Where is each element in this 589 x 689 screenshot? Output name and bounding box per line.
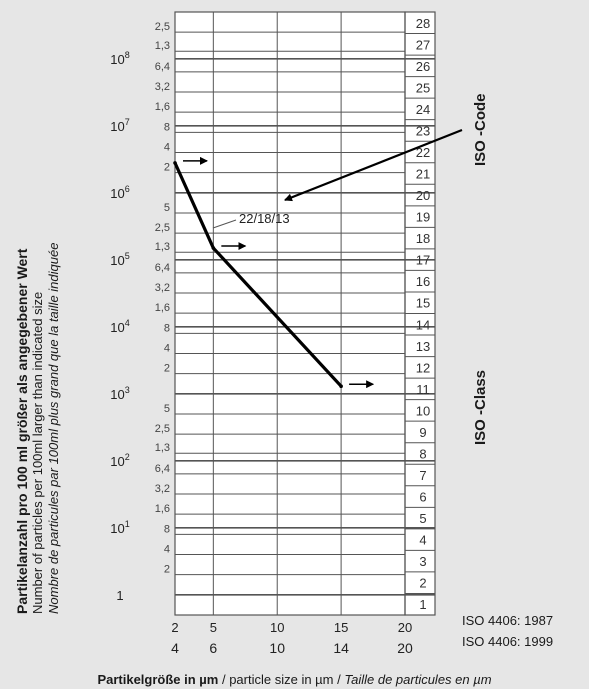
y-minor-label: 8 bbox=[164, 523, 170, 535]
y-minor-label: 1,6 bbox=[155, 101, 170, 113]
iso-code-cell: 14 bbox=[416, 317, 430, 332]
y-decade-label: 106 bbox=[110, 184, 129, 201]
iso-code-cell: 5 bbox=[419, 511, 426, 526]
y-decade-label: 102 bbox=[110, 452, 129, 469]
x-axis-title: Partikelgröße in µm / particle size in µ… bbox=[0, 672, 589, 687]
x-axis-title-de: Partikelgröße in µm bbox=[97, 672, 219, 687]
x-tick-label-1987: 2 bbox=[171, 620, 178, 635]
iso-class-label: ISO -Class bbox=[472, 369, 489, 445]
y-minor-label: 2,5 bbox=[155, 222, 170, 234]
iso-code-pointer-arrow bbox=[284, 128, 463, 202]
y-tick-labels: 2,5 1,3 6,4 3,2 1,6 8 4 2 5 2,5 1,3 6,4 3,2 1,6 8 4 2 5 2,… bbox=[110, 21, 170, 603]
standard-1987-label: ISO 4406: 1987 bbox=[462, 613, 554, 628]
y-minor-label: 4 bbox=[164, 342, 170, 354]
y-axis-title-de: Partikelanzahl pro 100 ml größer als ang… bbox=[14, 248, 30, 614]
series-point bbox=[173, 161, 177, 165]
y-minor-label: 3,2 bbox=[155, 81, 170, 93]
x-axis-title-sep2: / bbox=[333, 672, 345, 687]
y-minor-label: 2,5 bbox=[155, 21, 170, 33]
y-minor-label: 2,5 bbox=[155, 423, 170, 435]
x-tick-label-1987: 20 bbox=[398, 620, 412, 635]
y-minor-label: 1,6 bbox=[155, 302, 170, 314]
iso-code-cell: 2 bbox=[419, 576, 426, 591]
iso-code-cell: 13 bbox=[416, 339, 430, 354]
iso-code-cell: 1 bbox=[419, 597, 426, 612]
y-minor-label: 6,4 bbox=[155, 61, 170, 73]
y-minor-label: 4 bbox=[164, 141, 170, 153]
y-minor-label: 5 bbox=[164, 403, 170, 415]
iso-code-cell: 25 bbox=[416, 80, 430, 95]
iso-code-cell: 26 bbox=[416, 59, 430, 74]
x-tick-label-1987: 10 bbox=[270, 620, 284, 635]
iso-code-cell: 6 bbox=[419, 490, 426, 505]
grid bbox=[174, 11, 436, 616]
iso-code-cell: 19 bbox=[416, 210, 430, 225]
x-tick-label-1987: 15 bbox=[334, 620, 348, 635]
x-tick-label-1999: 14 bbox=[333, 640, 349, 656]
y-minor-label: 8 bbox=[164, 121, 170, 133]
y-minor-label: 1,6 bbox=[155, 503, 170, 515]
iso-code-cell: 21 bbox=[416, 167, 430, 182]
y-axis-title-fr: Nombre de particules par 100ml plus gran… bbox=[46, 242, 61, 614]
y-minor-label: 3,2 bbox=[155, 483, 170, 495]
iso-code-column: 2827262524232221201918171615141312111098… bbox=[405, 16, 435, 616]
iso-code-cell: 12 bbox=[416, 360, 430, 375]
y-minor-label: 2 bbox=[164, 363, 170, 375]
iso-code-cell: 23 bbox=[416, 123, 430, 138]
x-tick-label-1999: 6 bbox=[209, 640, 217, 656]
y-minor-label: 2 bbox=[164, 564, 170, 576]
iso-code-cell: 15 bbox=[416, 296, 430, 311]
y-minor-label: 6,4 bbox=[155, 463, 170, 475]
y-minor-label: 8 bbox=[164, 322, 170, 334]
x-axis-title-sep1: / bbox=[218, 672, 230, 687]
x-tick-label-1999: 10 bbox=[269, 640, 285, 656]
annotation-group: 22/18/13 bbox=[212, 128, 463, 229]
iso-code-cell: 27 bbox=[416, 37, 430, 52]
data-series bbox=[173, 156, 375, 389]
y-minor-label: 6,4 bbox=[155, 262, 170, 274]
y-minor-label: 5 bbox=[164, 202, 170, 214]
y-decade-label: 107 bbox=[110, 117, 129, 134]
iso-code-cell: 8 bbox=[419, 446, 426, 461]
y-minor-label: 2 bbox=[164, 162, 170, 174]
y-minor-label: 1,3 bbox=[155, 241, 170, 253]
x-axis-title-fr: Taille de particules en µm bbox=[344, 672, 492, 687]
y-decade-label: 1 bbox=[116, 588, 123, 603]
y-minor-label: 4 bbox=[164, 543, 170, 555]
iso-code-cell: 4 bbox=[419, 533, 426, 548]
y-decade-label: 105 bbox=[110, 251, 129, 268]
y-axis-title-en: Number of particles per 100ml larger tha… bbox=[30, 291, 45, 614]
iso-code-cell: 7 bbox=[419, 468, 426, 483]
iso-code-cell: 22 bbox=[416, 145, 430, 160]
iso-code-cell: 17 bbox=[416, 253, 430, 268]
y-decade-label: 103 bbox=[110, 385, 129, 402]
iso-code-cell: 18 bbox=[416, 231, 430, 246]
iso-code-cell: 10 bbox=[416, 403, 430, 418]
iso-code-cell: 28 bbox=[416, 16, 430, 31]
series-point bbox=[211, 246, 216, 250]
x-tick-label-1999: 4 bbox=[171, 640, 179, 656]
iso-code-cell: 16 bbox=[416, 274, 430, 289]
standard-1999-label: ISO 4406: 1999 bbox=[462, 634, 554, 649]
y-minor-label: 3,2 bbox=[155, 282, 170, 294]
iso-code-cell: 24 bbox=[416, 102, 430, 117]
x-tick-label-1999: 20 bbox=[397, 640, 413, 656]
iso-code-cell: 20 bbox=[416, 188, 430, 203]
y-minor-label: 1,3 bbox=[155, 442, 170, 454]
annotation-label: 22/18/13 bbox=[239, 211, 290, 226]
annotation-leader bbox=[212, 219, 237, 229]
iso-code-cell: 11 bbox=[416, 382, 430, 397]
y-decade-label: 108 bbox=[110, 50, 129, 67]
series-point bbox=[339, 384, 343, 388]
x-axis-title-en: particle size in µm bbox=[229, 672, 334, 687]
iso-code-cell: 9 bbox=[419, 425, 426, 440]
iso-code-cell: 3 bbox=[419, 554, 426, 569]
y-decade-label: 104 bbox=[110, 318, 129, 335]
x-tick-labels: 2 4 5 6 10 10 15 14 20 20 bbox=[171, 620, 413, 656]
y-decade-label: 101 bbox=[110, 519, 129, 536]
iso-code-label: ISO -Code bbox=[472, 93, 489, 166]
x-tick-label-1987: 5 bbox=[210, 620, 217, 635]
y-minor-label: 1,3 bbox=[155, 40, 170, 52]
